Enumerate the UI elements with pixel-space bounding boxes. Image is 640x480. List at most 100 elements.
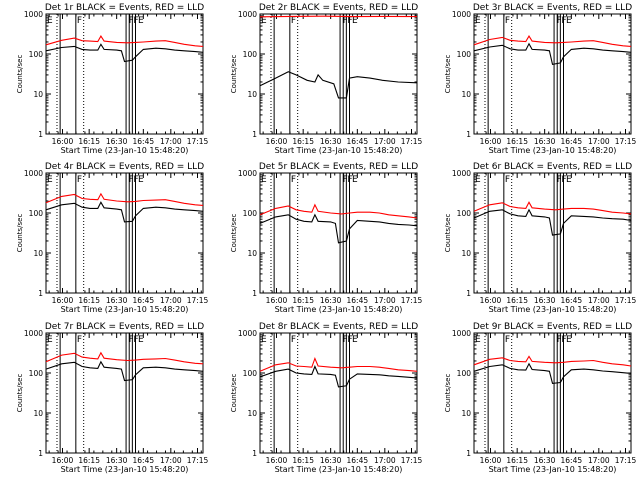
plot-frame xyxy=(259,172,418,294)
y-tick-label: 100 xyxy=(243,369,258,378)
flag-label: F xyxy=(129,335,134,345)
x-tick-label: 17:15 xyxy=(401,456,423,465)
y-tick-label: 10 xyxy=(461,90,471,99)
y-tick-label: 100 xyxy=(29,209,44,218)
x-tick-label: 16:45 xyxy=(347,296,369,305)
flag-label: F xyxy=(343,335,348,345)
y-tick-label: 100 xyxy=(457,209,472,218)
x-tick-label: 16:45 xyxy=(347,137,369,146)
x-tick-label: 16:00 xyxy=(266,137,288,146)
x-axis-label: Start Time (23-Jan-10 15:48:20) xyxy=(61,146,189,155)
x-axis-label: Start Time (23-Jan-10 15:48:20) xyxy=(489,146,617,155)
events-series-line xyxy=(45,360,204,382)
y-tick-label: 10 xyxy=(33,90,43,99)
flag-label: E xyxy=(475,335,481,345)
x-tick-label: 16:00 xyxy=(480,137,502,146)
flag-label: F xyxy=(347,335,352,345)
plot-frame xyxy=(473,13,632,135)
x-tick-label: 17:15 xyxy=(187,137,209,146)
x-tick-label: 16:00 xyxy=(52,296,74,305)
y-tick-label: 1 xyxy=(38,130,43,139)
x-axis-label: Start Time (23-Jan-10 15:48:20) xyxy=(275,305,403,314)
events-series-line xyxy=(45,201,204,223)
events-series-line xyxy=(473,42,632,66)
flag-label: F xyxy=(133,335,138,345)
flag-label: E xyxy=(566,175,572,185)
x-tick-label: 16:30 xyxy=(106,137,128,146)
flag-label: E xyxy=(352,16,358,26)
lld-series-line xyxy=(473,201,632,215)
plot-frame xyxy=(45,172,204,294)
x-tick-label: 17:00 xyxy=(160,137,182,146)
panel-title: Det 6r BLACK = Events, RED = LLD xyxy=(473,162,632,172)
x-tick-label: 16:00 xyxy=(52,137,74,146)
x-tick-label: 16:45 xyxy=(561,456,583,465)
flag-label: F xyxy=(505,335,510,345)
lld-series-line xyxy=(473,355,632,367)
x-tick-label: 16:45 xyxy=(561,296,583,305)
events-series-line xyxy=(259,213,418,244)
flag-label: F xyxy=(557,175,562,185)
y-tick-label: 1 xyxy=(252,289,257,298)
flag-label: F xyxy=(343,175,348,185)
x-tick-label: 16:30 xyxy=(534,456,556,465)
panel-title: Det 8r BLACK = Events, RED = LLD xyxy=(259,322,418,332)
events-series-line xyxy=(259,71,418,99)
flag-label: E xyxy=(261,16,267,26)
flag-label: E xyxy=(566,16,572,26)
x-tick-label: 16:45 xyxy=(133,137,155,146)
flag-label: F xyxy=(557,16,562,26)
lld-series-line xyxy=(45,351,204,365)
flag-label: F xyxy=(561,175,566,185)
y-tick-label: 1000 xyxy=(452,329,471,338)
detector-panel: Det 3r BLACK = Events, RED = LLD 1 10 100 10… xyxy=(444,3,637,155)
x-tick-label: 17:15 xyxy=(187,296,209,305)
flag-label: F xyxy=(133,16,138,26)
lld-series-line xyxy=(259,15,418,18)
detector-panel: Det 9r BLACK = Events, RED = LLD 1 10 100 10… xyxy=(444,322,637,474)
x-axis-label: Start Time (23-Jan-10 15:48:20) xyxy=(275,146,403,155)
y-axis-label: Counts/sec xyxy=(444,55,452,94)
flag-label: F xyxy=(77,175,82,185)
y-tick-label: 1000 xyxy=(24,10,43,19)
x-tick-label: 16:45 xyxy=(561,137,583,146)
x-tick-label: 16:00 xyxy=(266,296,288,305)
flag-label: E xyxy=(47,16,53,26)
flag-label: F xyxy=(505,16,510,26)
detector-panel: Det 1r BLACK = Events, RED = LLD 1 10 100 10… xyxy=(16,3,209,155)
y-tick-label: 1000 xyxy=(24,329,43,338)
flag-label: F xyxy=(291,16,296,26)
plot-frame xyxy=(473,172,632,294)
x-tick-label: 17:15 xyxy=(615,296,637,305)
detector-panel: Det 2r BLACK = Events, RED = LLD 1 10 100 10… xyxy=(230,3,423,155)
y-tick-label: 1 xyxy=(466,289,471,298)
x-tick-label: 16:15 xyxy=(506,296,528,305)
x-tick-label: 17:15 xyxy=(401,137,423,146)
flag-label: F xyxy=(347,16,352,26)
x-tick-label: 17:00 xyxy=(374,137,396,146)
x-tick-label: 16:15 xyxy=(506,456,528,465)
x-tick-label: 17:00 xyxy=(374,456,396,465)
flag-label: E xyxy=(138,16,144,26)
x-tick-label: 16:00 xyxy=(480,456,502,465)
y-tick-label: 1 xyxy=(38,289,43,298)
x-tick-label: 17:15 xyxy=(401,296,423,305)
detector-panel: Det 4r BLACK = Events, RED = LLD 1 10 100 10… xyxy=(16,162,209,314)
y-tick-label: 1 xyxy=(466,130,471,139)
detector-panel: Det 5r BLACK = Events, RED = LLD 1 10 100 10… xyxy=(230,162,423,314)
x-tick-label: 16:30 xyxy=(534,296,556,305)
y-tick-label: 10 xyxy=(247,249,257,258)
panel-title: Det 5r BLACK = Events, RED = LLD xyxy=(259,162,418,172)
y-tick-label: 10 xyxy=(33,409,43,418)
x-tick-label: 16:15 xyxy=(292,296,314,305)
y-axis-label: Counts/sec xyxy=(230,214,238,253)
y-tick-label: 10 xyxy=(461,409,471,418)
y-tick-label: 1000 xyxy=(238,329,257,338)
flag-label: F xyxy=(129,175,134,185)
y-tick-label: 100 xyxy=(243,50,258,59)
lld-series-line xyxy=(45,35,204,47)
y-tick-label: 1 xyxy=(466,449,471,458)
flag-label: E xyxy=(261,335,267,345)
y-tick-label: 100 xyxy=(457,50,472,59)
x-tick-label: 17:00 xyxy=(160,456,182,465)
